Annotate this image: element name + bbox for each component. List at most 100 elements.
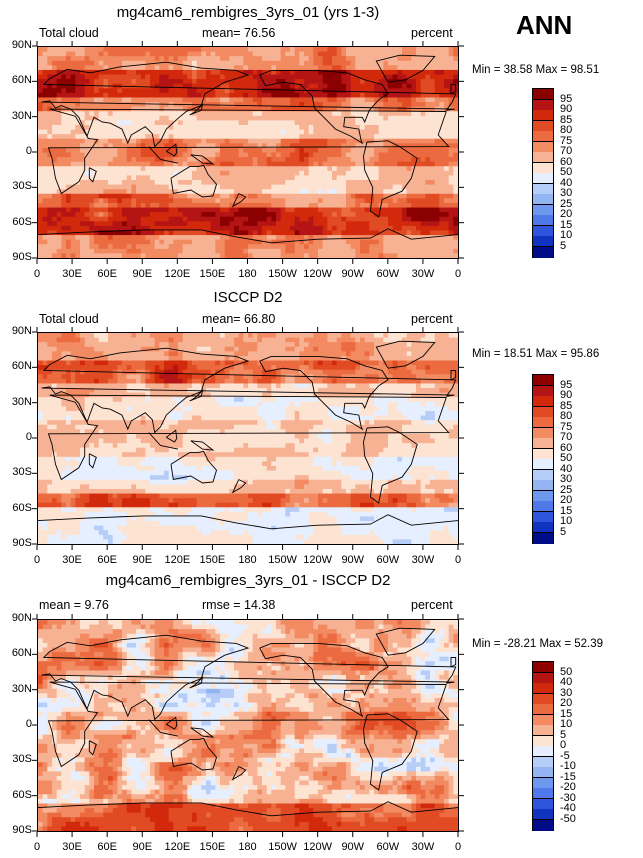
field-cell bbox=[257, 134, 263, 140]
field-cell bbox=[84, 248, 90, 255]
field-cell bbox=[178, 193, 184, 199]
field-cell bbox=[416, 360, 422, 366]
field-cell bbox=[215, 102, 221, 108]
field-cell bbox=[140, 138, 146, 144]
field-cell bbox=[350, 216, 356, 222]
field-cell bbox=[47, 212, 53, 218]
field-cell bbox=[318, 56, 324, 62]
field-cell bbox=[238, 97, 244, 103]
field-cell bbox=[98, 129, 104, 135]
field-cell bbox=[159, 216, 165, 222]
field-cell bbox=[355, 51, 361, 57]
field-cell bbox=[201, 184, 207, 190]
field-cell bbox=[182, 212, 188, 218]
field-cell bbox=[262, 143, 268, 149]
field-cell bbox=[318, 184, 324, 190]
field-cell bbox=[262, 360, 268, 366]
field-cell bbox=[234, 79, 240, 85]
field-cell bbox=[271, 170, 277, 177]
field-cell bbox=[322, 337, 328, 343]
field-cell bbox=[402, 129, 408, 135]
field-cell bbox=[434, 111, 440, 117]
field-cell bbox=[196, 56, 202, 62]
field-cell bbox=[266, 120, 272, 126]
field-cell bbox=[201, 161, 207, 167]
field-cell bbox=[271, 253, 277, 258]
field-cell bbox=[299, 333, 305, 339]
field-cell bbox=[168, 47, 174, 53]
field-cell bbox=[402, 355, 408, 362]
field-cell bbox=[173, 92, 179, 99]
field-cell bbox=[159, 333, 165, 339]
field-cell bbox=[397, 56, 403, 62]
field-cell bbox=[411, 239, 417, 245]
field-cell bbox=[94, 180, 100, 186]
field-cell bbox=[262, 134, 268, 140]
field-cell bbox=[397, 207, 403, 213]
field-cell bbox=[178, 253, 184, 258]
field-cell bbox=[131, 346, 137, 352]
field-cell bbox=[444, 365, 450, 371]
field-cell bbox=[98, 365, 104, 371]
field-cell bbox=[80, 337, 86, 343]
field-cell bbox=[313, 175, 319, 181]
field-cell bbox=[262, 161, 268, 167]
field-cell bbox=[248, 120, 254, 126]
field-cell bbox=[150, 74, 156, 80]
field-cell bbox=[378, 92, 384, 99]
field-cell bbox=[238, 216, 244, 222]
field-cell bbox=[150, 111, 156, 117]
field-cell bbox=[164, 79, 170, 85]
field-cell bbox=[210, 212, 216, 218]
field-cell bbox=[397, 184, 403, 190]
field-cell bbox=[220, 216, 226, 222]
field-cell bbox=[420, 253, 426, 258]
field-cell bbox=[70, 143, 76, 149]
field-cell bbox=[336, 337, 342, 343]
field-cell bbox=[192, 47, 198, 53]
field-cell bbox=[108, 221, 114, 227]
field-cell bbox=[248, 175, 254, 181]
field-cell bbox=[439, 97, 445, 103]
field-cell bbox=[416, 198, 422, 204]
field-cell bbox=[439, 152, 445, 158]
field-cell bbox=[350, 138, 356, 144]
field-cell bbox=[397, 225, 403, 232]
field-cell bbox=[126, 47, 132, 53]
field-cell bbox=[434, 134, 440, 140]
field-cell bbox=[406, 152, 412, 158]
field-cell bbox=[336, 202, 342, 209]
field-cell bbox=[38, 239, 44, 245]
field-cell bbox=[117, 346, 123, 352]
field-cell bbox=[402, 333, 408, 339]
field-cell bbox=[271, 166, 277, 172]
field-cell bbox=[42, 221, 48, 227]
field-cell bbox=[140, 225, 146, 232]
field-cell bbox=[238, 92, 244, 99]
field-cell bbox=[66, 351, 72, 357]
field-cell bbox=[178, 342, 184, 348]
field-cell bbox=[402, 225, 408, 232]
field-cell bbox=[262, 69, 268, 76]
field-cell bbox=[122, 138, 128, 144]
field-cell bbox=[406, 138, 412, 144]
field-cell bbox=[66, 212, 72, 218]
field-cell bbox=[448, 51, 454, 57]
field-cell bbox=[98, 360, 104, 366]
field-cell bbox=[248, 56, 254, 62]
field-cell bbox=[215, 337, 221, 343]
field-cell bbox=[131, 198, 137, 204]
field-cell bbox=[224, 212, 230, 218]
field-cell bbox=[355, 170, 361, 177]
field-cell bbox=[322, 102, 328, 108]
field-cell bbox=[122, 253, 128, 258]
field-cell bbox=[103, 111, 109, 117]
field-cell bbox=[397, 124, 403, 131]
field-cell bbox=[159, 138, 165, 144]
colorbar-swatch bbox=[533, 173, 553, 184]
field-cell bbox=[136, 129, 142, 135]
field-cell bbox=[374, 47, 380, 53]
field-cell bbox=[164, 120, 170, 126]
field-cell bbox=[84, 83, 90, 89]
field-cell bbox=[266, 216, 272, 222]
